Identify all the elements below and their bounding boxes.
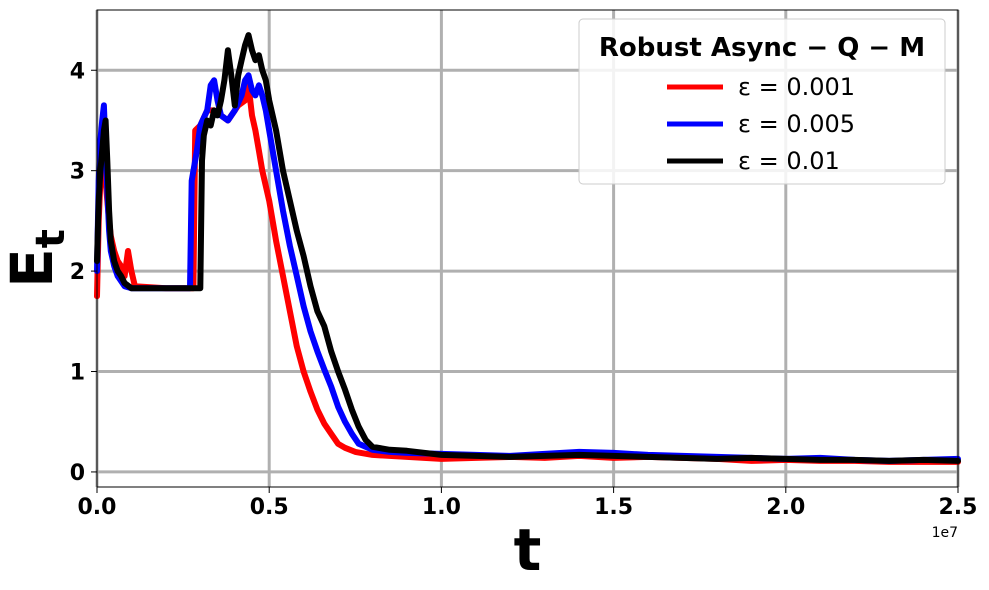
series-line-3 (94, 32, 961, 464)
x-axis-offset-label: 1e7 (932, 525, 958, 541)
y-axis-title-main: E (0, 248, 66, 288)
x-tick-label: 2.0 (766, 495, 805, 520)
y-tick-label: 0 (70, 461, 85, 486)
series-lines (94, 32, 961, 465)
y-axis-title: Et (0, 229, 74, 288)
x-tick-label: 1.0 (422, 495, 461, 520)
legend-title: Robust Async − Q − M (599, 33, 925, 63)
y-tick-label: 2 (70, 260, 85, 285)
x-tick-label: 0.5 (250, 495, 289, 520)
y-axis-title-subscript: t (28, 229, 74, 248)
legend-label-1: ε = 0.001 (738, 73, 855, 101)
y-tick-label: 1 (70, 361, 85, 386)
y-axis-ticks: 0 1 2 3 4 (70, 59, 97, 486)
y-tick-label: 3 (70, 160, 85, 185)
x-axis-title: t (514, 516, 542, 584)
x-tick-label: 0.0 (78, 495, 117, 520)
x-axis-ticks: 0.0 0.5 1.0 1.5 2.0 2.5 (78, 487, 978, 520)
plot-area-frame (96, 9, 959, 488)
legend-box (578, 18, 946, 185)
x-tick-label: 2.5 (939, 495, 978, 520)
x-tick-label: 1.5 (594, 495, 633, 520)
legend-entries: ε = 0.001 ε = 0.005 ε = 0.01 (667, 73, 855, 175)
legend-label-2: ε = 0.005 (738, 110, 855, 138)
legend-label-3: ε = 0.01 (738, 147, 840, 175)
y-tick-label: 4 (70, 59, 85, 84)
